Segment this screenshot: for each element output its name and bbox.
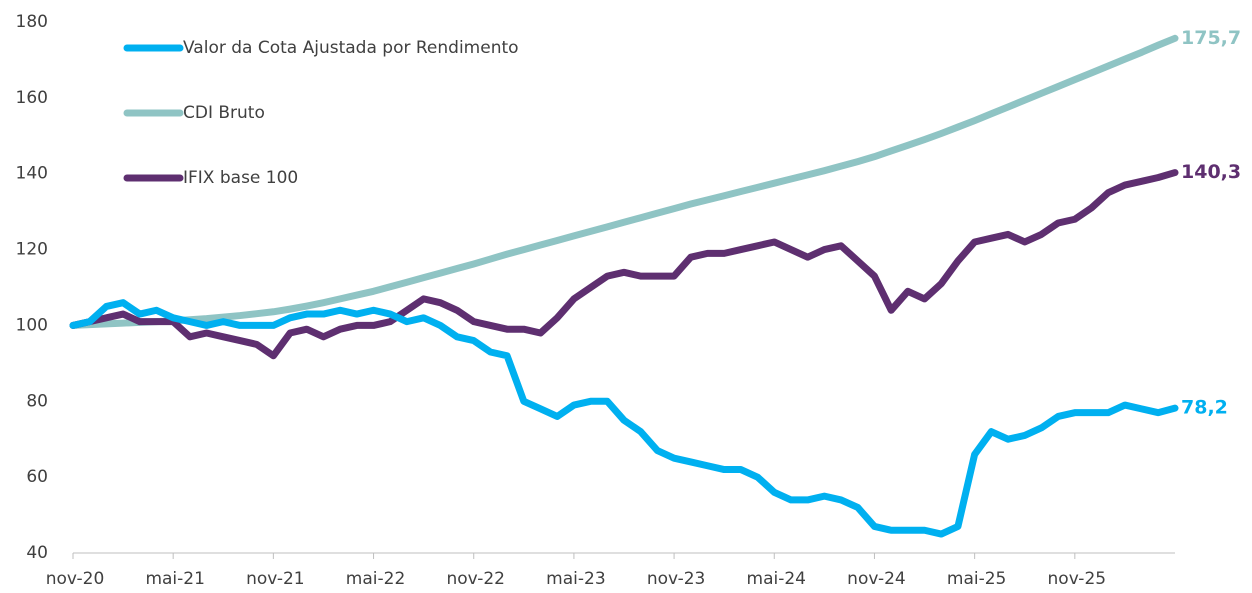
series-line: [69, 34, 1179, 329]
y-tick-label: 160: [16, 88, 48, 108]
x-tick-label: nov-24: [847, 569, 906, 589]
x-tick-label: mai-24: [747, 569, 806, 589]
y-tick-label: 140: [16, 164, 48, 184]
end-label: 140,3: [1181, 161, 1241, 183]
y-tick-label: 60: [26, 467, 48, 487]
y-tick-label: 180: [16, 12, 48, 32]
x-tick-label: nov-25: [1048, 569, 1107, 589]
x-tick-label: mai-22: [346, 569, 405, 589]
series-line: [69, 169, 1179, 360]
end-label: 78,2: [1181, 397, 1228, 419]
x-tick-label: mai-25: [947, 569, 1006, 589]
end-label: 175,7: [1181, 27, 1241, 49]
legend-label: IFIX base 100: [183, 168, 298, 188]
y-tick-label: 40: [26, 543, 48, 563]
x-tick-label: nov-22: [446, 569, 505, 589]
x-tick-label: nov-23: [647, 569, 706, 589]
legend-label: CDI Bruto: [183, 103, 265, 123]
y-tick-label: 80: [26, 391, 48, 411]
y-tick-label: 120: [16, 240, 48, 260]
x-tick-label: mai-21: [145, 569, 204, 589]
series-line: [69, 299, 1179, 538]
x-tick-label: mai-23: [546, 569, 605, 589]
legend-label: Valor da Cota Ajustada por Rendimento: [183, 38, 519, 58]
y-tick-label: 100: [16, 315, 48, 335]
x-tick-label: nov-21: [246, 569, 305, 589]
x-tick-label: nov-20: [46, 569, 105, 589]
